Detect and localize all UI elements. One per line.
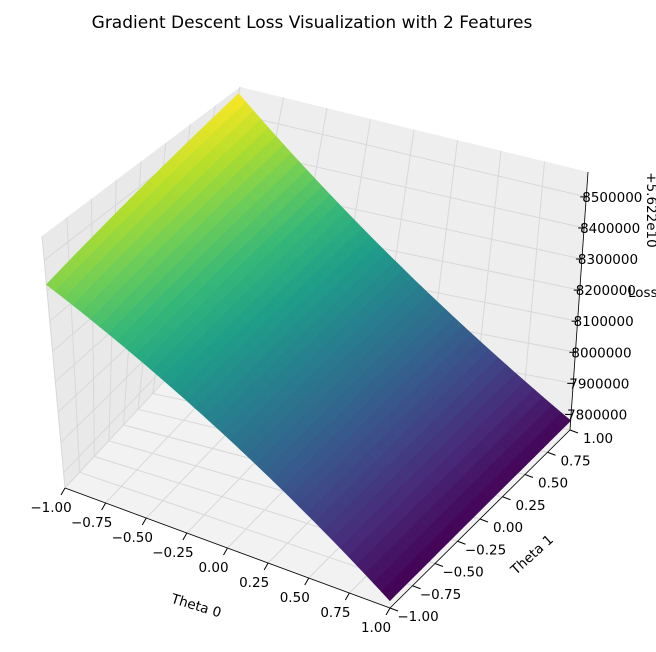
y-tick-label: −0.50 <box>442 565 483 581</box>
y-tick-mark <box>547 451 556 456</box>
chart-title: Gradient Descent Loss Visualization with… <box>92 13 533 33</box>
loss-surface <box>45 93 572 602</box>
y-tick-label: 0.75 <box>560 453 590 469</box>
axes <box>60 171 589 616</box>
x-tick-mark <box>385 607 391 616</box>
x-tick-mark <box>141 517 147 526</box>
y-tick-label: 0.25 <box>515 498 545 514</box>
y-axis-label: Theta 1 <box>507 532 557 579</box>
z-tick-label: 8100000 <box>574 314 634 330</box>
x-tick-label: −0.75 <box>71 515 112 531</box>
z-tick-label: 8300000 <box>578 252 638 268</box>
y-tick-mark <box>457 540 466 545</box>
x-tick-label: 0.50 <box>280 590 310 606</box>
x-tick-mark <box>60 487 66 496</box>
y-tick-label: 0.50 <box>538 476 568 492</box>
x-tick-mark <box>344 592 350 601</box>
x-tick-label: 1.00 <box>361 620 391 636</box>
z-tick-label: 8200000 <box>576 283 636 299</box>
x-tick-label: −0.25 <box>152 545 193 561</box>
x-tick-label: −0.50 <box>112 530 153 546</box>
x-tick-mark <box>263 562 269 571</box>
surface-patch <box>381 586 395 602</box>
y-tick-label: −1.00 <box>397 609 438 625</box>
y-tick-label: 0.00 <box>493 520 523 536</box>
z-tick-label: 8500000 <box>582 190 642 206</box>
z-axis-line <box>569 171 589 431</box>
x-tick-mark <box>182 532 188 541</box>
x-tick-label: −1.00 <box>30 500 71 516</box>
z-offset-label: +5.622e10 <box>643 172 656 247</box>
y-tick-mark <box>389 607 399 612</box>
y-tick-mark <box>434 563 444 567</box>
z-axis-label: Loss <box>628 285 656 301</box>
x-tick-mark <box>101 502 107 511</box>
x-tick-mark <box>304 577 310 586</box>
y-tick-mark <box>412 585 421 590</box>
z-tick-label: 8400000 <box>580 221 640 237</box>
y-tick-mark <box>502 496 511 501</box>
z-tick-label: 7900000 <box>569 376 629 392</box>
y-tick-mark <box>479 518 489 523</box>
x-axis-label: Theta 0 <box>168 591 223 622</box>
y-tick-mark <box>524 474 534 478</box>
z-tick-label: 7800000 <box>567 407 627 423</box>
y-tick-label: 1.00 <box>583 431 613 447</box>
y-tick-label: −0.75 <box>420 587 461 603</box>
y-tick-mark <box>569 429 579 434</box>
z-tick-label: 8000000 <box>571 345 631 361</box>
x-tick-mark <box>223 547 228 556</box>
y-tick-label: −0.25 <box>465 542 506 558</box>
x-tick-label: 0.75 <box>320 605 350 621</box>
x-tick-label: 0.25 <box>239 575 269 591</box>
x-tick-label: 0.00 <box>198 560 228 576</box>
tick-labels: −1.00−0.75−0.50−0.250.000.250.500.751.00… <box>30 190 642 636</box>
